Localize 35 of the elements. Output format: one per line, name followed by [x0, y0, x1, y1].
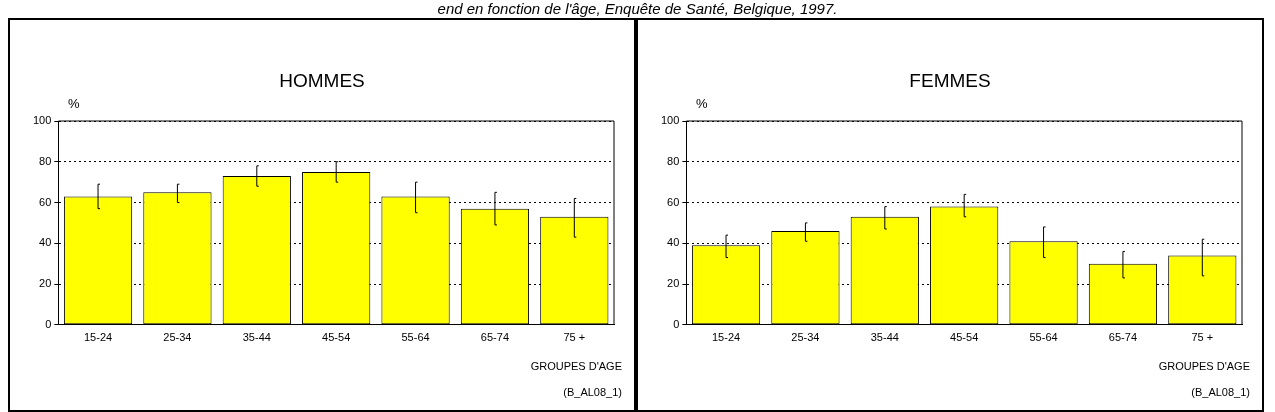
y-axis-title: % — [696, 96, 708, 111]
x-tick-label: 45-54 — [950, 331, 979, 344]
x-tick-label: 65-74 — [480, 331, 509, 344]
y-tick-label: 100 — [32, 114, 52, 127]
y-tick-label: 40 — [39, 236, 52, 249]
x-tick-label: 55-64 — [1029, 331, 1058, 344]
x-tick-label: 15-24 — [711, 331, 741, 344]
y-axis-title: % — [68, 96, 80, 111]
chart-title: HOMMES — [278, 70, 366, 92]
y-tick-label: 60 — [39, 195, 52, 208]
y-tick-label: 60 — [667, 195, 680, 208]
x-tick-label: 55-64 — [401, 331, 430, 344]
x-tick-label: 15-24 — [83, 331, 113, 344]
y-tick-label: 20 — [39, 277, 52, 290]
x-tick-label: 75 + — [563, 331, 586, 344]
x-axis-title: GROUPES D'AGE — [530, 360, 622, 372]
y-tick-label: 80 — [39, 154, 52, 167]
text: (B_AL08_1) — [563, 386, 622, 398]
x-tick-label: 65-74 — [1108, 331, 1137, 344]
x-tick-label: 25-34 — [791, 331, 820, 344]
y-tick-label: 80 — [667, 154, 680, 167]
y-tick-label: 0 — [45, 317, 52, 330]
x-tick-label: 75 + — [1191, 331, 1214, 344]
x-tick-label: 45-54 — [322, 331, 351, 344]
x-axis-title: GROUPES D'AGE — [1158, 360, 1250, 372]
y-tick-label: 0 — [673, 317, 680, 330]
chart-title: FEMMES — [908, 70, 992, 92]
x-tick-label: 35-44 — [242, 331, 271, 344]
y-tick-label: 20 — [667, 277, 680, 290]
x-tick-label: 35-44 — [870, 331, 899, 344]
text: end en fonction de l'âge, Enquête de Santé, Belgique, 1997. — [436, 0, 839, 17]
text: (B_AL08_1) — [1191, 386, 1250, 398]
y-tick-label: 100 — [660, 114, 680, 127]
x-tick-label: 25-34 — [163, 331, 192, 344]
y-tick-label: 40 — [667, 236, 680, 249]
